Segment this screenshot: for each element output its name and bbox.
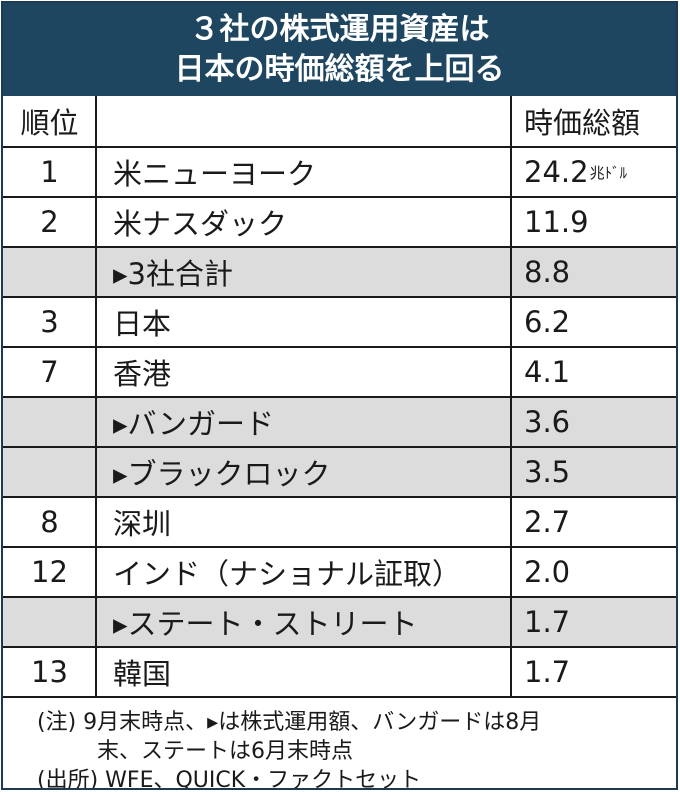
column-divider <box>510 198 512 246</box>
column-divider <box>510 648 512 696</box>
column-divider <box>95 148 97 196</box>
table-row: 2 米ナスダック 11.9 <box>3 198 676 248</box>
table-row: 8 深圳 2.7 <box>3 498 676 548</box>
unit-label: 兆ﾄﾞﾙ <box>589 163 628 182</box>
name-cell: 米ナスダック <box>113 207 288 241</box>
value-cell: 8.8 <box>512 248 676 296</box>
name-cell: ▸3社合計 <box>113 257 234 291</box>
header-name <box>97 96 511 146</box>
value-number: 8.8 <box>524 255 571 289</box>
table-row: ▸ブラックロック 3.5 <box>3 448 676 498</box>
table-body: 1 米ニューヨーク 24.2 兆ﾄﾞﾙ 2 米ナスダック 11.9 ▸3社合計 8.8 3 日本 6.… <box>3 148 676 698</box>
value-number: 11.9 <box>524 205 589 239</box>
rank-cell: 1 <box>40 155 59 189</box>
table-row: 3 日本 6.2 <box>3 298 676 348</box>
value-number: 4.1 <box>524 355 571 389</box>
value-cell: 1.7 <box>512 598 676 646</box>
value-number: 2.0 <box>524 555 571 589</box>
column-divider <box>95 348 97 396</box>
column-divider <box>95 598 97 646</box>
name-cell: 香港 <box>113 357 172 391</box>
rank-cell: 7 <box>40 355 59 389</box>
value-cell: 11.9 <box>512 198 676 246</box>
column-divider <box>510 348 512 396</box>
title-line-1: ３社の株式運用資産は <box>189 11 490 47</box>
rank-cell <box>3 598 96 646</box>
value-number: 3.6 <box>524 405 571 439</box>
column-divider <box>95 198 97 246</box>
table-row: ▸バンガード 3.6 <box>3 398 676 448</box>
table-row: 12 インド（ナショナル証取） 2.0 <box>3 548 676 598</box>
column-divider <box>510 548 512 596</box>
value-cell: 24.2 兆ﾄﾞﾙ <box>512 148 676 196</box>
column-divider <box>95 96 97 146</box>
column-divider <box>95 448 97 496</box>
value-number: 1.7 <box>524 655 571 689</box>
rank-cell: 2 <box>40 205 59 239</box>
source-line: (出所) WFE、QUICK・ファクトセット <box>37 768 422 790</box>
note-line-1: (注) 9月末時点、▸は株式運用額、バンガードは8月 <box>37 710 542 735</box>
value-number: 3.5 <box>524 455 571 489</box>
column-divider <box>510 298 512 346</box>
name-cell: 米ニューヨーク <box>113 157 317 191</box>
rank-cell <box>3 398 96 446</box>
value-number: 6.2 <box>524 305 571 339</box>
value-cell: 6.2 <box>512 298 676 346</box>
title-bar: ３社の株式運用資産は 日本の時価総額を上回る <box>3 3 676 96</box>
value-cell: 1.7 <box>512 648 676 696</box>
market-cap-table: 順位 時価総額 1 米ニューヨーク 24.2 兆ﾄﾞﾙ 2 米ナスダック 11.9 ▸3社合計… <box>3 96 676 698</box>
note-line-2: 末、ステートは6月末時点 <box>97 739 353 764</box>
column-divider <box>95 648 97 696</box>
value-cell: 4.1 <box>512 348 676 396</box>
column-divider <box>510 598 512 646</box>
footnotes: (注) 9月末時点、▸は株式運用額、バンガードは8月 末、ステートは6月末時点 … <box>3 708 676 790</box>
column-divider <box>95 398 97 446</box>
column-divider <box>510 398 512 446</box>
column-divider <box>510 96 512 146</box>
name-cell: ▸バンガード <box>113 407 275 441</box>
value-cell: 3.6 <box>512 398 676 446</box>
table-row: 7 香港 4.1 <box>3 348 676 398</box>
header-rank: 順位 <box>20 106 79 140</box>
value-cell: 3.5 <box>512 448 676 496</box>
name-cell: ▸ステート・ストリート <box>113 607 418 641</box>
column-divider <box>510 248 512 296</box>
value-cell: 2.0 <box>512 548 676 596</box>
rank-cell <box>3 448 96 496</box>
column-divider <box>510 148 512 196</box>
rank-cell: 13 <box>31 655 68 689</box>
table-row: ▸ステート・ストリート 1.7 <box>3 598 676 648</box>
table-header-row: 順位 時価総額 <box>3 96 676 148</box>
column-divider <box>95 298 97 346</box>
column-divider <box>95 248 97 296</box>
value-cell: 2.7 <box>512 498 676 546</box>
column-divider <box>510 498 512 546</box>
value-number: 1.7 <box>524 605 571 639</box>
column-divider <box>510 448 512 496</box>
name-cell: 日本 <box>113 307 172 341</box>
table-row: 13 韓国 1.7 <box>3 648 676 698</box>
rank-cell <box>3 248 96 296</box>
name-cell: ▸ブラックロック <box>113 457 331 491</box>
title-line-2: 日本の時価総額を上回る <box>174 51 505 87</box>
rank-cell: 8 <box>40 505 59 539</box>
rank-cell: 3 <box>40 305 59 339</box>
rank-cell: 12 <box>31 555 68 589</box>
header-value: 時価総額 <box>524 106 641 140</box>
value-number: 2.7 <box>524 505 571 539</box>
value-number: 24.2 <box>524 155 589 189</box>
name-cell: 韓国 <box>113 657 172 691</box>
column-divider <box>95 548 97 596</box>
table-row: 1 米ニューヨーク 24.2 兆ﾄﾞﾙ <box>3 148 676 198</box>
name-cell: 深圳 <box>113 507 172 541</box>
table-row: ▸3社合計 8.8 <box>3 248 676 298</box>
name-cell: インド（ナショナル証取） <box>113 557 462 591</box>
column-divider <box>95 498 97 546</box>
